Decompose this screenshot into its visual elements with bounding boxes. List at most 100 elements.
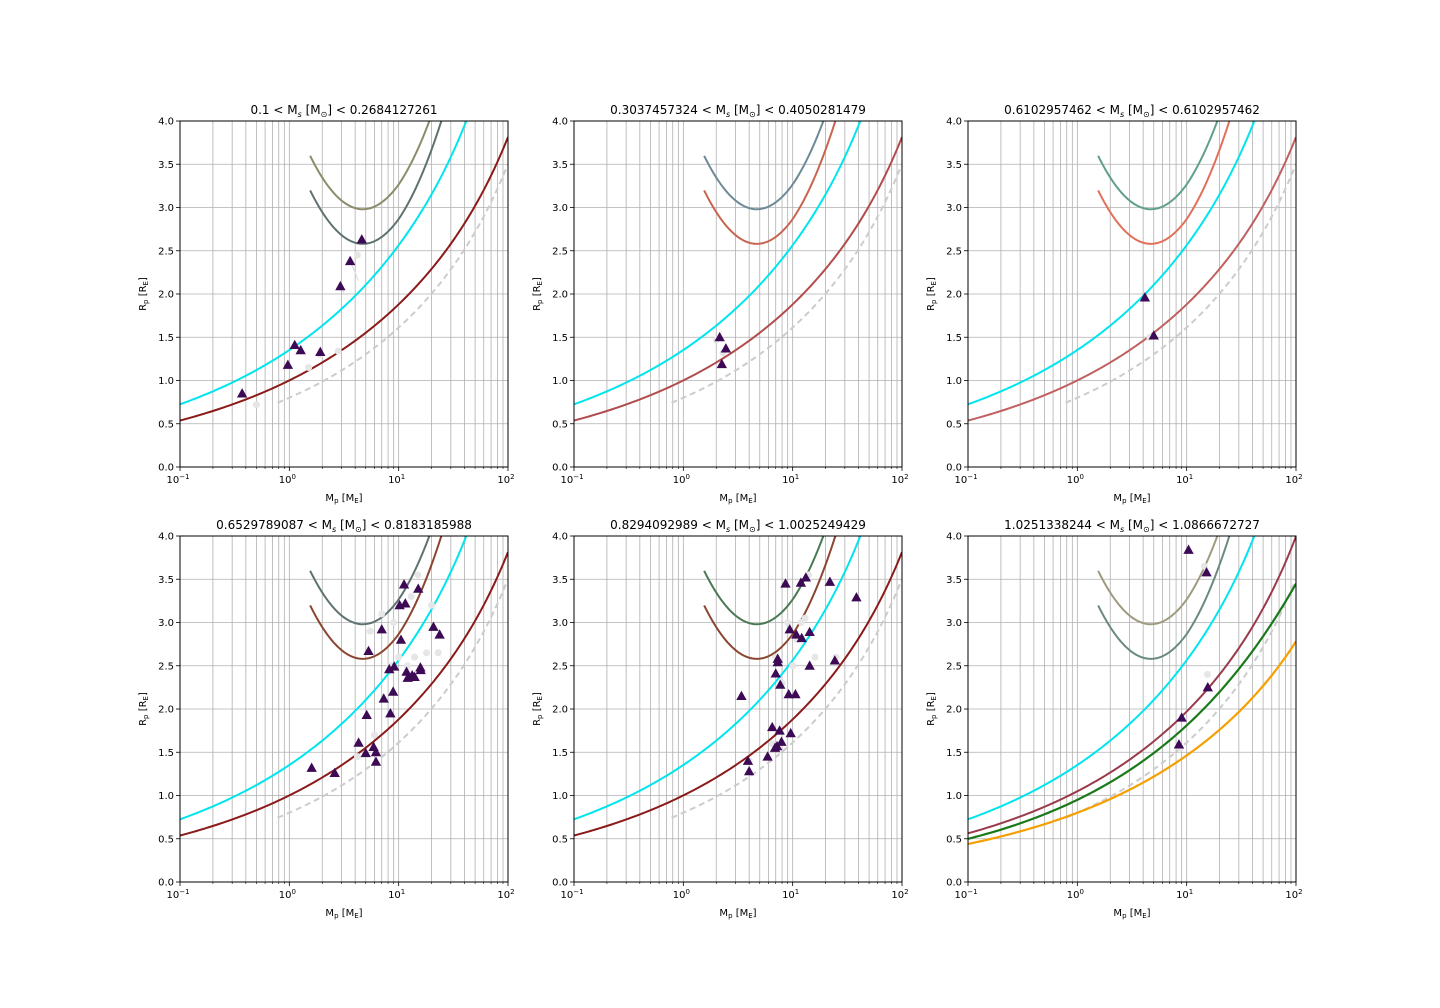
- model-curve-upper-2: [309, 536, 443, 660]
- ghost-point: [434, 649, 442, 657]
- model-curve-orange: [968, 640, 1296, 846]
- y-axis-label: Rp [RE]: [532, 277, 544, 311]
- data-point: [236, 388, 248, 398]
- y-tick-label: 4.0: [158, 117, 174, 128]
- y-tick-label: 0.5: [946, 419, 962, 430]
- model-curve-dashed: [1065, 578, 1296, 819]
- subplot-title: 0.6102957462 < Ms [M⊙] < 0.6102957462: [1004, 103, 1260, 119]
- model-curve-cyan: [968, 536, 1256, 821]
- data-point: [295, 344, 306, 355]
- data-point: [714, 331, 725, 342]
- y-tick-label: 2.0: [158, 290, 174, 301]
- data-point: [783, 688, 794, 699]
- data-point: [785, 727, 796, 738]
- y-tick-label: 3.0: [552, 203, 568, 214]
- y-tick-label: 3.0: [552, 618, 568, 629]
- y-tick-label: 2.5: [158, 661, 174, 672]
- y-tick-label: 4.0: [946, 532, 962, 543]
- y-tick-label: 0.5: [552, 419, 568, 430]
- y-tick-label: 4.0: [552, 117, 568, 128]
- ghost-point: [1203, 670, 1211, 678]
- data-point: [736, 690, 747, 701]
- y-tick-label: 1.0: [946, 376, 962, 387]
- data-point: [800, 572, 812, 582]
- data-point: [378, 693, 389, 703]
- ghost-point: [403, 662, 411, 670]
- data-point: [413, 583, 424, 593]
- y-tick-label: 4.0: [552, 532, 568, 543]
- subplot-title: 1.0251338244 < Ms [M⊙] < 1.0866672727: [1004, 518, 1260, 534]
- data-point: [824, 576, 836, 586]
- data-point: [395, 634, 407, 644]
- x-tick-label: 10−1: [166, 473, 189, 486]
- model-curve-lower: [574, 136, 902, 422]
- x-tick-label: 101: [1176, 473, 1193, 486]
- model-curve-cyan: [180, 121, 468, 406]
- model-curve-lower: [180, 136, 508, 422]
- model-curve-dashed: [1065, 163, 1296, 404]
- data-point: [1201, 567, 1212, 577]
- x-tick-label: 100: [1067, 888, 1084, 901]
- data-point: [829, 655, 841, 665]
- model-curve-upper-1: [1097, 121, 1219, 211]
- ghost-point: [411, 653, 419, 661]
- x-tick-label: 100: [279, 888, 296, 901]
- data-point: [385, 708, 396, 718]
- data-point: [1183, 544, 1194, 554]
- x-axis-label: Mp [ME]: [325, 493, 362, 505]
- data-point: [795, 577, 807, 587]
- model-curve-upper-2: [703, 536, 837, 660]
- data-point: [1148, 330, 1159, 340]
- data-point: [376, 624, 387, 634]
- x-tick-label: 101: [1176, 888, 1193, 901]
- ghost-point: [353, 753, 361, 761]
- data-point: [770, 668, 781, 678]
- model-curve-upper-2: [309, 121, 443, 245]
- y-tick-label: 1.0: [946, 791, 962, 802]
- y-axis-label: Rp [RE]: [138, 692, 150, 726]
- x-tick-label: 101: [388, 473, 405, 486]
- y-tick-label: 3.5: [552, 575, 568, 586]
- data-point: [344, 255, 356, 266]
- x-tick-label: 102: [497, 473, 514, 486]
- data-point: [1173, 739, 1185, 749]
- model-curve-dashed: [671, 578, 902, 819]
- y-tick-label: 0.0: [552, 878, 568, 889]
- data-point: [370, 746, 382, 757]
- y-tick-label: 3.5: [158, 160, 174, 171]
- data-point: [363, 645, 374, 656]
- data-point: [434, 629, 445, 639]
- subplot-title: 0.8294092989 < Ms [M⊙] < 1.0025249429: [610, 518, 866, 534]
- data-point: [361, 709, 372, 720]
- y-tick-label: 3.0: [946, 618, 962, 629]
- ghost-point: [366, 627, 374, 635]
- data-point: [1202, 682, 1213, 692]
- ghost-point: [370, 731, 378, 739]
- subplot-5: 0.0 0.5 1.0 1.5 2.0 2.5 3.0 3.5 4.0 10−1 100 101 102…: [532, 518, 909, 920]
- model-curve-upper-1: [703, 536, 825, 626]
- data-point: [742, 755, 754, 765]
- data-point: [329, 767, 340, 778]
- y-tick-label: 0.0: [158, 463, 174, 474]
- data-point: [716, 358, 728, 369]
- data-point: [720, 343, 732, 353]
- y-tick-label: 2.0: [946, 290, 962, 301]
- data-point: [784, 624, 795, 634]
- x-tick-label: 100: [279, 473, 296, 486]
- data-point: [389, 661, 400, 671]
- ghost-point: [407, 593, 415, 601]
- y-tick-label: 0.0: [946, 463, 962, 474]
- y-tick-label: 3.5: [158, 575, 174, 586]
- y-tick-label: 3.0: [946, 203, 962, 214]
- data-point: [790, 688, 801, 699]
- model-curve-lower: [968, 536, 1296, 835]
- ghost-point: [414, 571, 422, 579]
- ghost-point: [784, 619, 792, 626]
- data-point: [370, 756, 382, 766]
- y-tick-label: 0.5: [158, 834, 174, 845]
- model-curve-dashed: [277, 578, 508, 819]
- ghost-point: [378, 610, 386, 618]
- x-tick-label: 101: [782, 888, 799, 901]
- data-point: [415, 664, 426, 675]
- y-tick-label: 1.0: [158, 791, 174, 802]
